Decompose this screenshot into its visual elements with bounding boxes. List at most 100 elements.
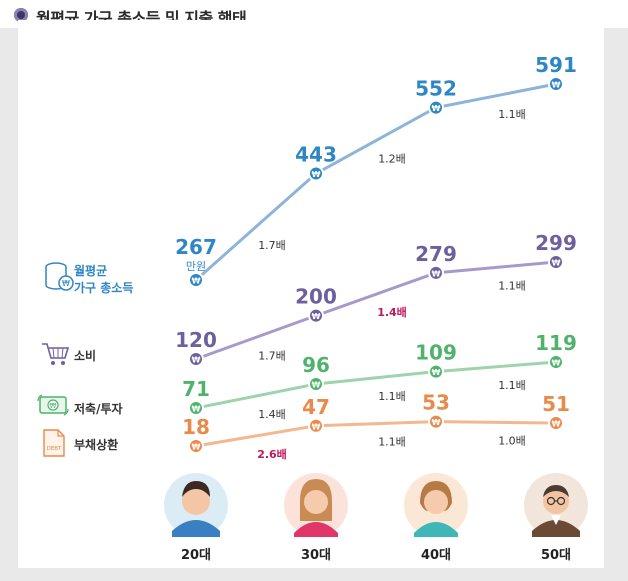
coin-stack-icon: ₩ [45, 262, 74, 291]
consumption-value-label: 120 [175, 328, 217, 352]
won-icon: ₩ [312, 312, 321, 321]
debt-series-line [195, 420, 557, 448]
older-man-glasses-avatar-icon [524, 473, 588, 537]
debt-point-marker [188, 438, 204, 454]
legend-income-line2: 가구 총소득 [74, 280, 133, 295]
debt-point-marker [428, 413, 444, 430]
consumption-ratio-label: 1.4배 [377, 305, 407, 319]
won-icon: ₩ [552, 259, 561, 268]
savings-data-point: ₩ [308, 376, 324, 393]
debt-document-icon: DEBT [43, 429, 65, 457]
consumption-point-marker [188, 351, 204, 367]
debt-data-point: ₩ [188, 438, 204, 454]
debt-data-point: ₩ [428, 413, 444, 430]
consumption-value-label: 200 [295, 285, 337, 309]
svg-text:DEBT: DEBT [47, 446, 62, 452]
income-value-label: 552 [415, 77, 457, 101]
savings-series-line [195, 360, 557, 410]
income-value-label: 443 [295, 143, 337, 167]
debt-value-label: 47 [302, 395, 330, 419]
woman-avatar-icon [284, 473, 348, 537]
won-icon: ₩ [432, 104, 441, 113]
unit-label: 만원 [186, 260, 206, 273]
won-icon: ₩ [192, 443, 201, 452]
consumption-value-label: 299 [535, 231, 577, 255]
debt-data-point: ₩ [308, 417, 324, 434]
young-man-avatar-icon [164, 473, 228, 537]
won-icon: ₩ [432, 269, 441, 278]
consumption-series-line [195, 260, 557, 361]
consumption-data-point: ₩ [548, 254, 564, 270]
age-label-30s: 30대 [300, 548, 332, 563]
debt-value-label: 53 [422, 391, 450, 415]
income-ratio-label: 1.1배 [498, 108, 526, 121]
savings-ratio-label: 1.4배 [258, 408, 286, 421]
debt-ratio-label: 2.6배 [257, 447, 287, 461]
debt-point-marker [548, 415, 564, 431]
savings-value-label: 96 [302, 353, 330, 377]
income-data-point: ₩ [428, 99, 444, 116]
middle-aged-woman-avatar-icon [404, 473, 468, 537]
debt-data-point: ₩ [548, 415, 564, 431]
savings-point-marker [308, 376, 324, 393]
won-icon: ₩ [312, 422, 321, 431]
won-icon: ₩ [192, 277, 201, 286]
won-icon: ₩ [552, 420, 561, 429]
income-point-marker [188, 272, 204, 288]
savings-value-label: 119 [535, 331, 577, 355]
income-point-marker [428, 99, 444, 116]
series-layer: 1.7배 1.2배 1.1배 ₩267 ₩443 ₩552 ₩591 만원 1.7배 1.4배 1.… [175, 53, 577, 461]
savings-ratio-label: 1.1배 [498, 379, 526, 392]
income-series-line [195, 82, 557, 282]
age-label-50s: 50대 [540, 548, 572, 563]
legend-consumption: 소비 [74, 348, 96, 363]
income-point-marker [548, 76, 564, 92]
consumption-data-point: ₩ [188, 351, 204, 367]
consumption-ratio-label: 1.1배 [498, 279, 526, 292]
consumption-data-point: ₩ [308, 307, 324, 324]
consumption-point-marker [308, 307, 324, 324]
savings-point-marker [548, 354, 564, 370]
savings-value-label: 109 [415, 341, 457, 365]
consumption-point-marker [548, 254, 564, 270]
title-bullet-icon [14, 8, 28, 22]
debt-ratio-label: 1.1배 [378, 436, 406, 449]
consumption-data-point: ₩ [428, 264, 444, 281]
savings-value-label: 71 [182, 377, 210, 401]
debt-value-label: 51 [542, 392, 570, 416]
won-icon: ₩ [552, 81, 561, 90]
income-ratio-label: 1.7배 [258, 239, 286, 252]
legend-income-line1: 월평균 [74, 263, 107, 278]
legend-savings: 저축/투자 [74, 401, 123, 416]
won-icon: ₩ [312, 381, 321, 390]
consumption-point-marker [428, 264, 444, 281]
chart-panel: ₩ ₩ DEBT [18, 20, 604, 568]
won-icon: ₩ [312, 170, 321, 179]
savings-data-point: ₩ [548, 354, 564, 370]
age-label-40s: 40대 [420, 548, 452, 563]
won-icon: ₩ [192, 405, 201, 414]
legend-debt: 부채상환 [74, 437, 118, 452]
savings-point-marker [188, 400, 204, 416]
debt-point-marker [308, 417, 324, 434]
income-ratio-label: 1.2배 [378, 153, 406, 166]
age-label-20s: 20대 [180, 548, 212, 563]
consumption-ratio-label: 1.7배 [258, 349, 286, 362]
income-value-label: 267 [175, 235, 217, 259]
savings-ratio-label: 1.1배 [378, 390, 406, 403]
income-data-point: ₩ [188, 272, 204, 288]
line-chart: ₩ ₩ DEBT [37, 53, 588, 537]
svg-text:₩: ₩ [50, 402, 57, 410]
won-icon: ₩ [432, 368, 441, 377]
income-data-point: ₩ [308, 165, 324, 182]
won-icon: ₩ [552, 359, 561, 368]
won-icon: ₩ [432, 418, 441, 427]
debt-ratio-label: 1.0배 [498, 434, 526, 447]
shopping-cart-icon [42, 343, 70, 365]
income-point-marker [308, 165, 324, 182]
savings-data-point: ₩ [428, 363, 444, 380]
won-icon: ₩ [192, 356, 201, 365]
debt-value-label: 18 [182, 415, 210, 439]
consumption-value-label: 279 [415, 242, 457, 266]
savings-point-marker [428, 363, 444, 380]
